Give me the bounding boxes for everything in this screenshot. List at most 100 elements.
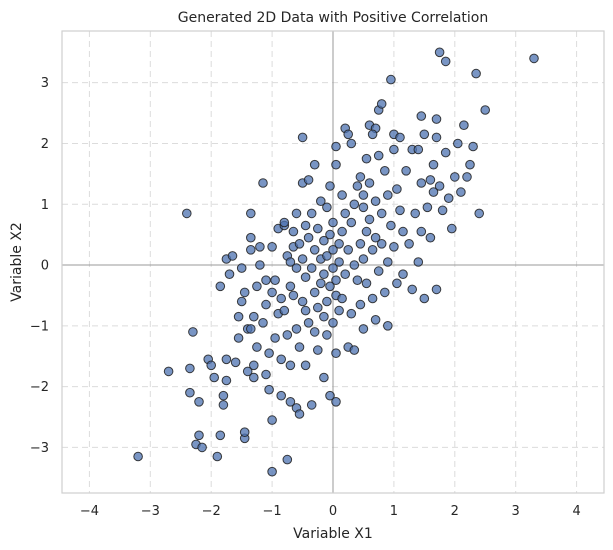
data-point <box>346 138 357 149</box>
data-point <box>218 390 229 401</box>
data-point <box>215 430 226 441</box>
data-point <box>355 172 366 182</box>
data-point <box>182 208 192 219</box>
data-point <box>300 272 311 283</box>
data-point <box>316 278 326 289</box>
data-point <box>303 318 314 328</box>
data-point <box>474 208 485 219</box>
data-point <box>380 287 390 298</box>
data-point <box>370 315 381 325</box>
data-point <box>346 217 357 228</box>
data-point <box>319 269 329 280</box>
data-point <box>361 153 372 164</box>
data-point <box>297 296 308 307</box>
data-point <box>358 324 369 334</box>
data-point <box>246 245 256 255</box>
data-point <box>331 397 341 407</box>
data-point <box>352 181 363 191</box>
data-point <box>373 150 384 161</box>
data-point <box>376 208 387 219</box>
x-tick-label: 2 <box>451 504 459 519</box>
data-point <box>236 263 247 273</box>
data-point <box>361 226 372 237</box>
data-point <box>358 190 369 200</box>
x-tick-label: 1 <box>390 504 398 519</box>
data-point <box>249 360 259 371</box>
data-point <box>258 178 268 188</box>
data-point <box>316 196 326 206</box>
data-point <box>383 321 393 331</box>
data-point <box>306 263 317 273</box>
data-point <box>221 375 232 386</box>
x-axis-label: Variable X1 <box>293 526 373 542</box>
data-point <box>340 208 351 219</box>
data-point <box>261 369 271 380</box>
data-point <box>337 190 347 200</box>
data-point <box>450 172 460 182</box>
y-tick-label: 0 <box>41 259 49 274</box>
data-point <box>163 366 174 377</box>
data-point <box>355 299 366 310</box>
x-tick-labels: −4 −3 −2 −1 0 1 2 3 4 <box>80 504 581 519</box>
data-point <box>331 348 341 359</box>
data-point <box>343 245 354 255</box>
data-point <box>425 175 436 185</box>
data-point <box>349 345 360 355</box>
data-point <box>471 68 481 79</box>
data-point <box>410 208 421 219</box>
data-point <box>440 56 451 67</box>
y-axis-label: Variable X2 <box>9 222 25 302</box>
data-point <box>419 293 430 304</box>
y-tick-label: −3 <box>30 441 49 456</box>
data-point <box>453 138 463 149</box>
data-point <box>325 281 335 292</box>
data-point <box>270 275 280 286</box>
data-point <box>331 159 341 170</box>
data-point <box>401 166 411 176</box>
data-point <box>255 242 265 252</box>
data-point <box>242 366 253 377</box>
data-point <box>197 442 207 453</box>
data-point <box>328 217 338 228</box>
data-point <box>309 159 320 170</box>
data-point <box>428 187 439 197</box>
data-point <box>252 342 262 352</box>
data-point <box>352 275 363 286</box>
data-point <box>212 451 223 462</box>
data-point <box>294 342 305 352</box>
data-point <box>227 251 238 261</box>
data-point <box>349 199 360 210</box>
data-point <box>224 269 235 280</box>
data-point <box>276 293 287 304</box>
data-point <box>340 269 351 280</box>
data-point <box>367 293 378 304</box>
data-point <box>319 372 329 383</box>
data-point <box>313 345 323 355</box>
data-point <box>386 74 396 85</box>
data-point <box>456 187 466 197</box>
data-point <box>373 266 384 276</box>
data-point <box>334 257 344 267</box>
plot-frame <box>61 30 605 494</box>
data-point <box>462 172 472 182</box>
data-point <box>416 111 427 121</box>
data-point <box>331 141 341 152</box>
data-point <box>386 220 396 231</box>
data-point <box>279 305 290 316</box>
data-point <box>261 299 271 310</box>
data-point <box>407 284 418 295</box>
data-point <box>358 254 369 264</box>
data-point <box>285 397 296 407</box>
y-tick-labels: −3 −2 −1 0 1 2 3 <box>30 76 49 456</box>
data-point <box>389 144 399 155</box>
x-tick-label: 0 <box>329 504 337 519</box>
data-point <box>303 232 314 243</box>
data-point <box>322 330 332 340</box>
data-point <box>380 166 390 176</box>
data-point <box>209 372 219 383</box>
data-point <box>443 193 454 203</box>
data-point <box>270 333 280 343</box>
data-point <box>285 360 296 371</box>
data-point <box>258 318 268 328</box>
